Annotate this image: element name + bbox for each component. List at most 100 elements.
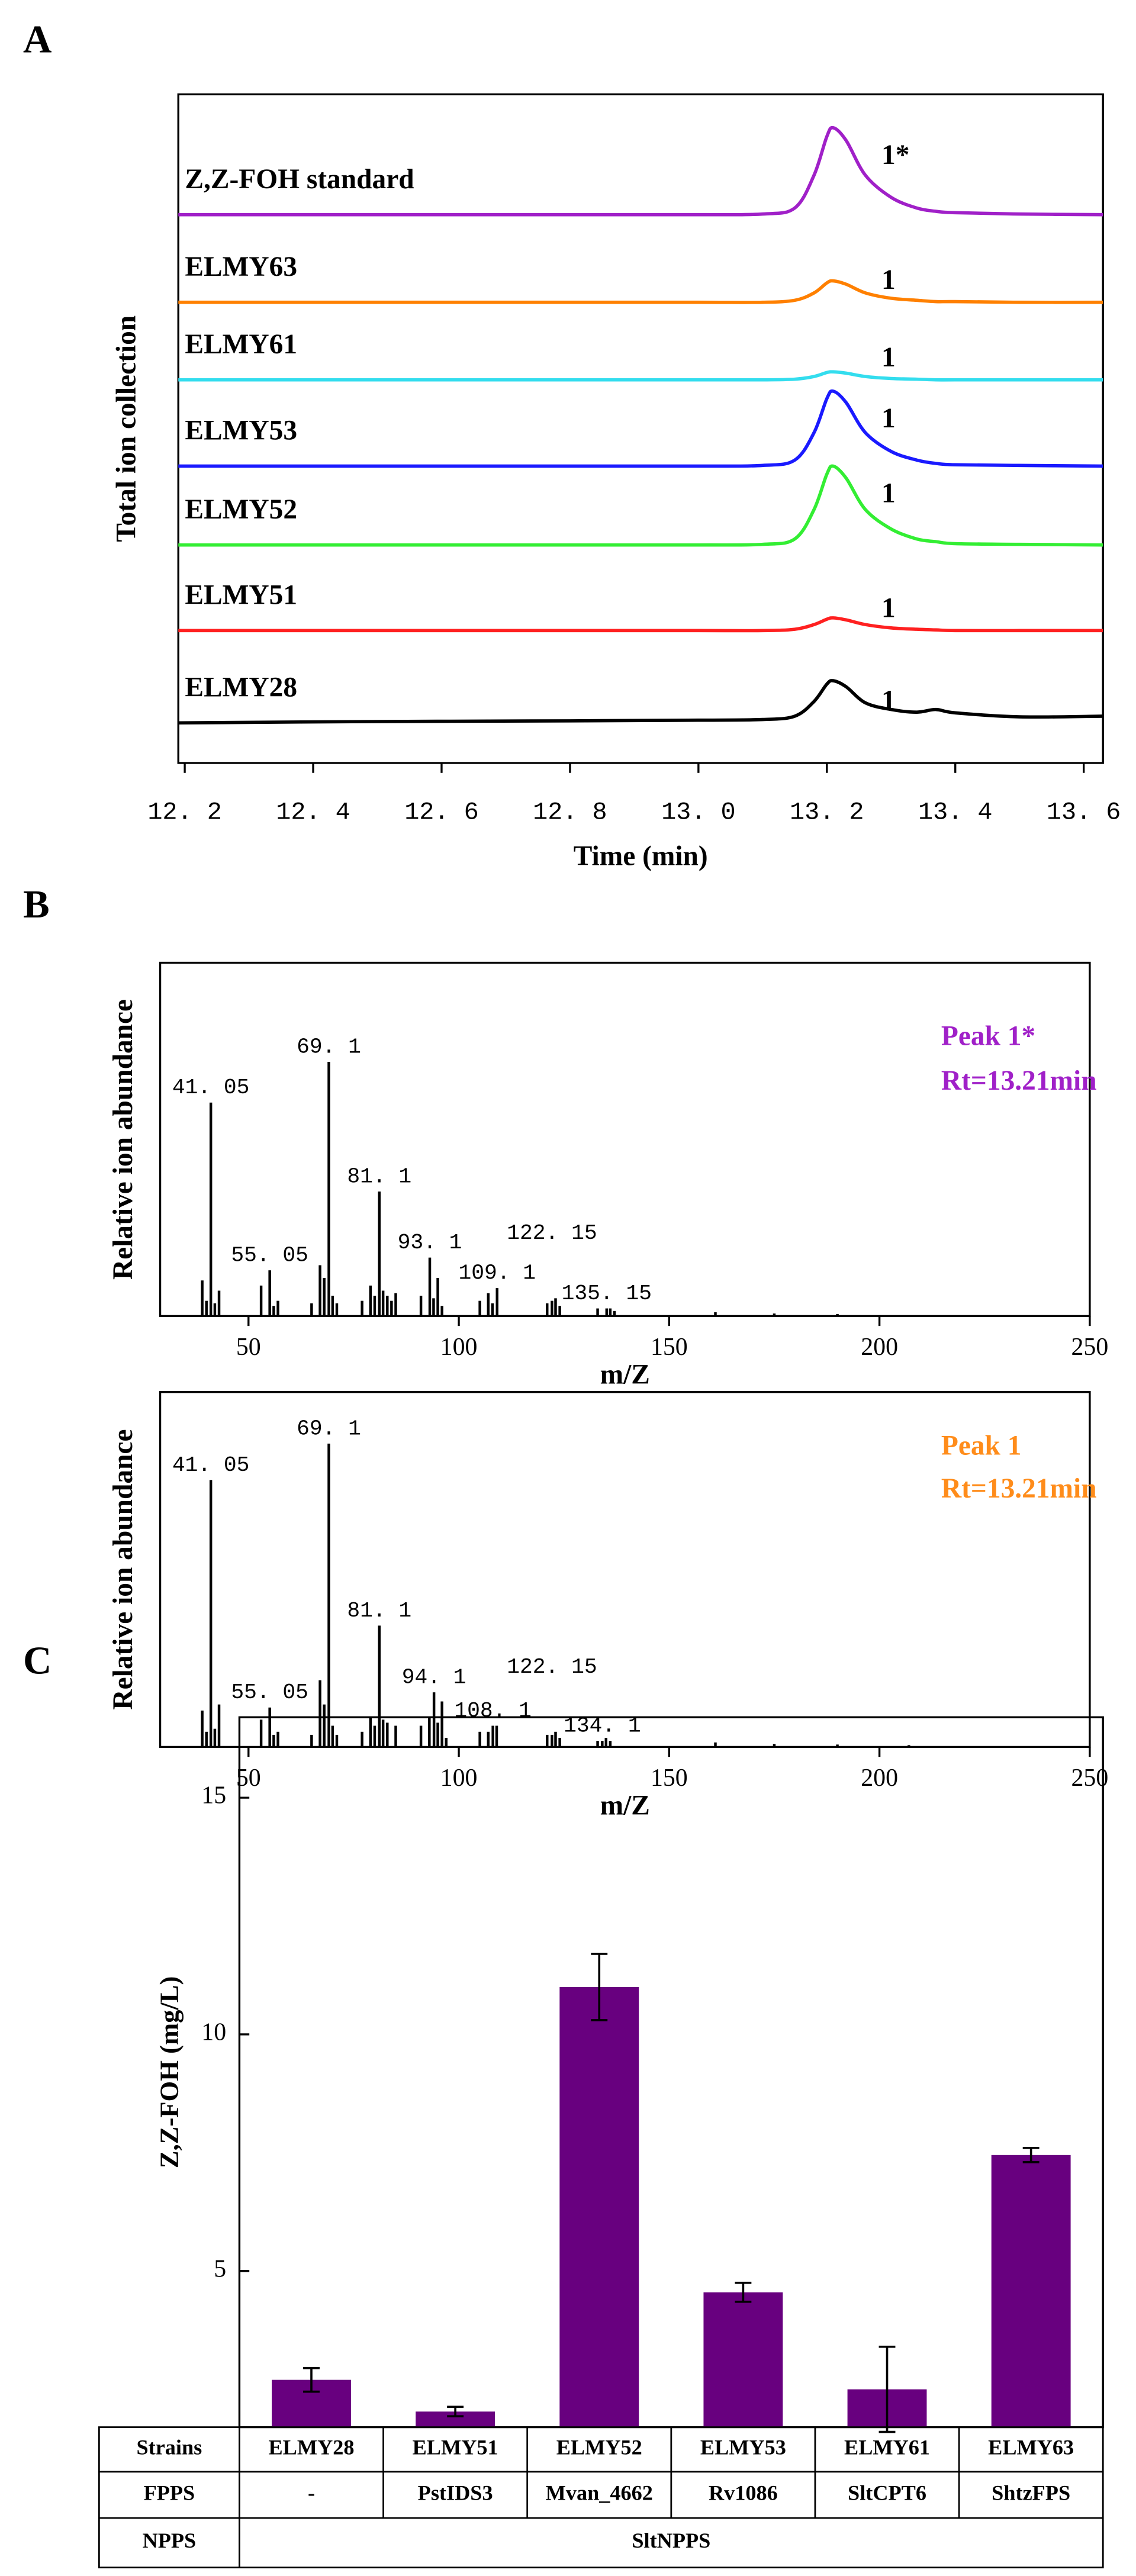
series-label: Z,Z-FOH standard [185,164,414,195]
peak-mz-label: 94. 1 [402,1666,466,1690]
x-tick-label: 100 [440,1334,478,1361]
peak-mz-label: 69. 1 [297,1416,361,1441]
series-label: ELMY52 [185,494,297,525]
series-label: ELMY51 [185,579,297,610]
table-cell: SltNPPS [632,2529,710,2552]
table-cell: SltCPT6 [848,2481,926,2504]
trace [178,125,1103,217]
peak-mz-label: 69. 1 [297,1035,361,1059]
peak-label: 1 [881,593,896,624]
series-label: ELMY28 [185,672,297,703]
table-cell: ShtzFPS [992,2481,1070,2504]
panel-letter: C [23,1638,52,1682]
peak-mz-label: 109. 1 [458,1261,536,1286]
peak-label: 1 [881,685,896,716]
plot-frame [159,1391,1091,1749]
peak-mz-label: 81. 1 [347,1599,411,1623]
error-bar [878,2345,896,2433]
plot-frame [238,1716,1104,2429]
peak-label: 1 [881,403,896,434]
x-tick-label: 100 [440,1764,478,1792]
peak-label: 1* [881,140,909,170]
bar [703,2292,783,2427]
x-tick-label: 13. 0 [661,798,736,827]
bar [559,1986,639,2427]
series-label: ELMY63 [185,252,297,282]
peak-mz-label: 41. 05 [172,1453,250,1477]
x-tick-label: 13. 6 [1047,798,1121,827]
table-row-label: NPPS [143,2529,197,2552]
error-bar [447,2406,464,2418]
x-tick-label: ELMY28 [269,2436,355,2459]
x-tick-label: 12. 2 [147,798,222,827]
peak-mz-label: 108. 1 [454,1699,532,1723]
x-tick-label: ELMY53 [700,2436,786,2459]
annotation: Peak 1* [941,1021,1035,1052]
table-cell: PstIDS3 [418,2481,493,2504]
table-cell: Mvan_4662 [546,2481,653,2504]
peak-mz-label: 135. 15 [562,1281,652,1306]
y-tick-label: 10 [201,2019,226,2046]
trace [178,464,1103,547]
plot-frame [177,93,1104,764]
trace [178,370,1103,382]
series-label: ELMY61 [185,329,297,360]
x-tick-label: 50 [236,1334,261,1361]
x-tick-label: ELMY63 [988,2436,1074,2459]
table-row-label: Strains [136,2436,202,2459]
peak-label: 1 [881,265,896,295]
x-tick-label: 150 [651,1334,688,1361]
x-tick-label: 200 [861,1334,898,1361]
x-axis-label: m/Z [600,1790,650,1821]
panel-letter: B [23,883,50,926]
x-tick-label: 12. 8 [533,798,607,827]
error-bar [1022,2147,1040,2163]
peak-label: 1 [881,342,896,373]
x-tick-label: 13. 4 [918,798,993,827]
peak-mz-label: 55. 05 [231,1680,308,1705]
table-cell: Rv1086 [709,2481,778,2504]
error-bar [735,2281,752,2303]
x-tick-label: 12. 4 [276,798,350,827]
x-tick-label: 250 [1071,1334,1109,1361]
x-tick-label: ELMY51 [413,2436,498,2459]
peak-mz-label: 122. 15 [507,1221,597,1245]
table-row-label: FPPS [144,2481,195,2504]
annotation: Rt=13.21min [941,1065,1097,1096]
trace [178,616,1103,633]
annotation: Peak 1 [941,1430,1022,1461]
x-tick-label: ELMY52 [556,2436,642,2459]
trace [178,679,1103,725]
x-tick-label: 150 [651,1764,688,1792]
trace [178,279,1103,304]
y-tick-label: 15 [201,1782,226,1809]
trace [178,389,1103,468]
peak-mz-label: 81. 1 [347,1164,411,1189]
x-tick-label: 12. 6 [404,798,479,827]
x-tick-label: 13. 2 [790,798,864,827]
table-frame [98,2426,1104,2569]
panel-letter: A [23,17,52,61]
y-tick-label: 5 [214,2255,226,2282]
peak-mz-label: 41. 05 [172,1076,250,1100]
peak-label: 1 [881,478,896,509]
peak-mz-label: 93. 1 [398,1231,462,1255]
peak-mz-label: 122. 15 [507,1655,597,1679]
y-axis-label: Relative ion abundance [108,999,139,1280]
peak-mz-label: 55. 05 [231,1244,308,1268]
error-bar [303,2366,320,2393]
annotation: Rt=13.21min [941,1473,1097,1504]
y-axis-label: Total ion collection [111,315,141,542]
y-axis-label: Z,Z-FOH (mg/L) [154,1976,184,2169]
plot-frame [159,961,1091,1318]
y-axis-label: Relative ion abundance [108,1429,139,1710]
x-axis-label: Time (min) [574,841,708,872]
x-axis-label: m/Z [600,1359,650,1390]
error-bar [591,1953,608,2021]
x-tick-label: 200 [861,1764,898,1792]
table-cell: - [308,2481,315,2504]
bar [991,2155,1071,2427]
x-tick-label: ELMY61 [844,2436,930,2459]
